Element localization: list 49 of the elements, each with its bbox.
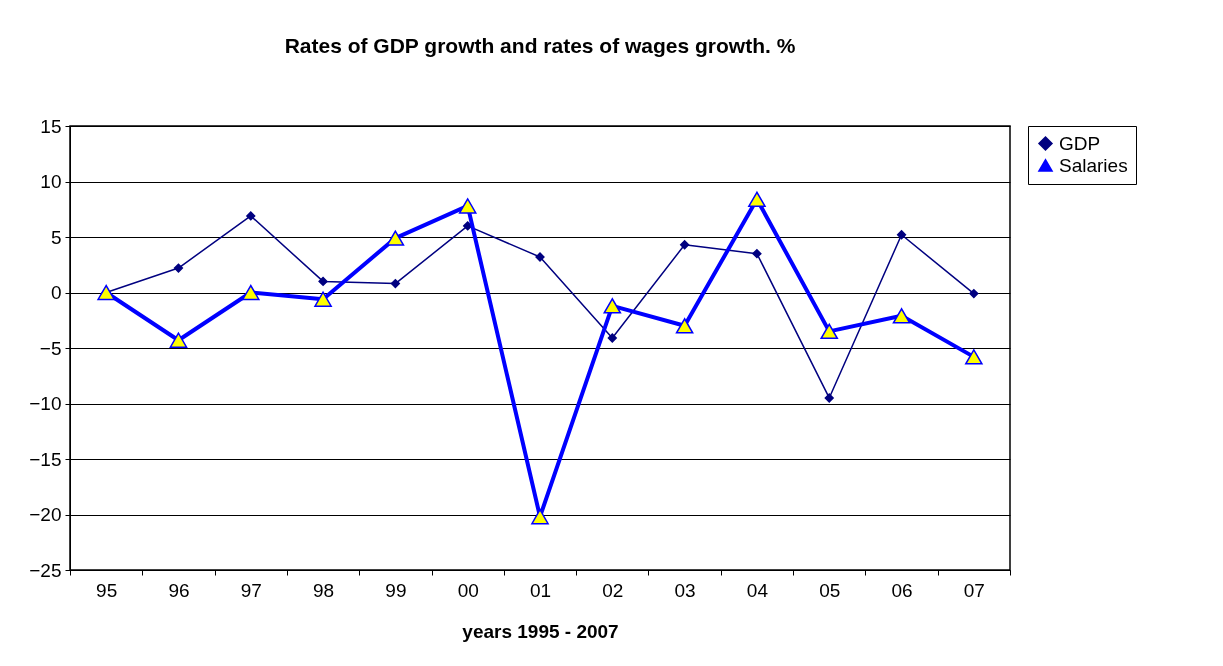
x-tick-label: 03 — [674, 579, 696, 601]
y-tick-label: 10 — [40, 171, 62, 192]
y-tick-label: 5 — [50, 226, 62, 248]
point — [603, 298, 622, 314]
x-tick-label: 97 — [240, 579, 262, 601]
point — [173, 263, 184, 273]
x-tick-label: 96 — [168, 579, 190, 601]
point — [824, 393, 834, 403]
point — [386, 230, 405, 246]
point — [531, 508, 549, 525]
point — [969, 288, 979, 299]
legend-label: GDP — [1059, 132, 1101, 154]
x-tick-label: 98 — [313, 579, 335, 601]
point — [241, 284, 260, 301]
x-tick-label: 05 — [819, 579, 841, 601]
point — [607, 333, 617, 343]
x-tick-label: 00 — [457, 579, 479, 601]
point — [748, 191, 766, 207]
legend-label: Salaries — [1059, 154, 1128, 176]
point — [318, 276, 328, 287]
x-tick-label: 02 — [602, 579, 624, 601]
point — [752, 249, 762, 259]
point — [169, 332, 188, 348]
point — [820, 323, 839, 340]
y-tick-label: 0 — [50, 282, 62, 303]
x-tick-label: 04 — [746, 579, 769, 601]
y-tick-label: −20 — [29, 504, 62, 525]
point — [246, 211, 256, 221]
point — [314, 291, 332, 307]
y-tick-label: −25 — [29, 559, 62, 581]
point — [965, 349, 983, 365]
point — [97, 284, 115, 301]
x-tick-label: 07 — [963, 579, 985, 601]
x-axis-title: years 1995 - 2007 — [462, 620, 619, 642]
x-tick-label: 06 — [891, 579, 913, 601]
y-tick-label: −15 — [29, 448, 62, 470]
chart-title: Rates of GDP growth and rates of wages growth. % — [284, 34, 796, 57]
point — [390, 279, 401, 289]
point — [675, 318, 694, 334]
point — [896, 230, 907, 240]
point — [458, 198, 477, 214]
y-tick-label: −10 — [29, 393, 62, 414]
y-tick-label: −5 — [39, 337, 62, 359]
point — [679, 240, 690, 250]
y-tick-label: 15 — [40, 115, 62, 137]
x-tick-label: 95 — [96, 579, 118, 601]
point — [892, 308, 911, 324]
x-tick-label: 99 — [385, 579, 407, 601]
x-tick-label: 01 — [529, 579, 552, 601]
